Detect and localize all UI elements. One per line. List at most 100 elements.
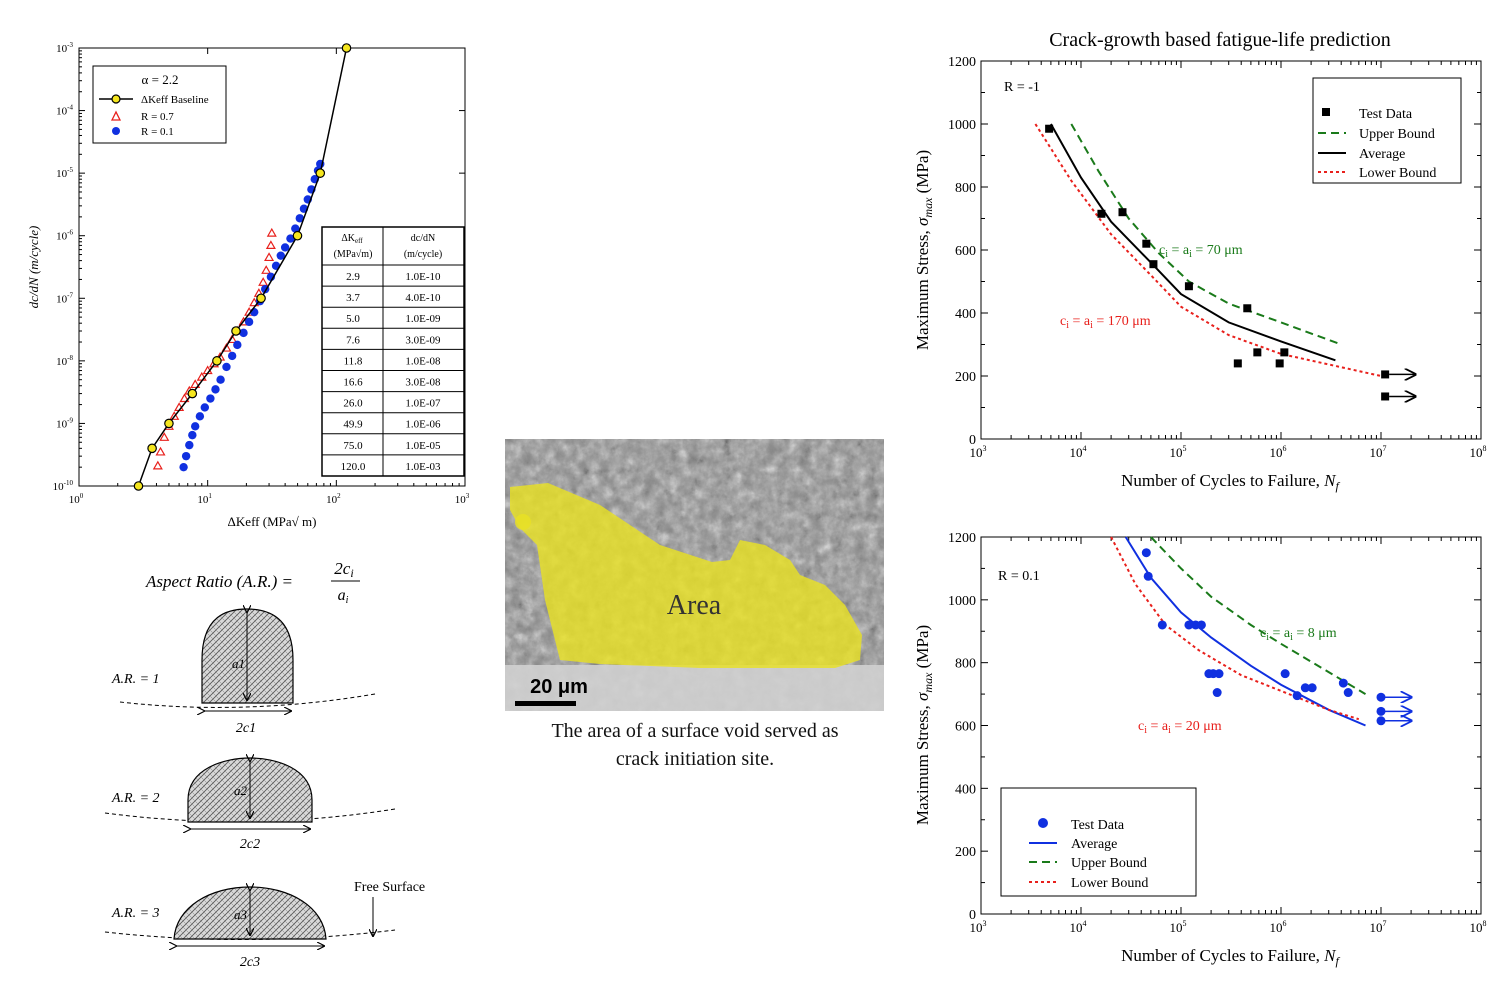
- cg-table-cell-dk: 75.0: [343, 440, 363, 452]
- sn2-xtick-label: 108: [1470, 919, 1487, 935]
- cg-r07-point: [265, 240, 276, 250]
- sn2-label-upper: ci = ai = 8 μm: [1260, 626, 1337, 643]
- cg-ytick-label: 10-6: [56, 229, 73, 243]
- ar1-width-label: 2c1: [236, 721, 256, 736]
- cg-xtick-label: 103: [455, 492, 470, 506]
- sn1-xtick-label: 106: [1270, 444, 1287, 460]
- ar-formula: Aspect Ratio (A.R.) =: [145, 572, 293, 591]
- sn1-test-point: [1253, 348, 1262, 357]
- crack-growth-chart: 100 101 102 103 10-10 10-9 10-8 10-7 10-6 10-5 10-…: [26, 41, 470, 529]
- cg-ytick-label: 10-8: [56, 354, 73, 368]
- cg-table-cell-dk: 26.0: [343, 398, 363, 410]
- sn1-test-point: [1142, 239, 1151, 248]
- cg-r01-point: [179, 462, 188, 472]
- cg-r01-point: [286, 234, 295, 243]
- sn2-annotation: R = 0.1: [998, 569, 1040, 584]
- sn1-test-point: [1233, 359, 1242, 368]
- cg-table-cell-dk: 11.8: [344, 355, 363, 367]
- cg-legend-baseline-label: ΔKeff Baseline: [141, 94, 209, 106]
- sn1-xlabel: Number of Cycles to Failure, Nf: [1121, 471, 1340, 493]
- cg-r01-point: [188, 430, 197, 440]
- sn2-test-point: [1376, 692, 1386, 702]
- sn2-test-point: [1141, 548, 1151, 558]
- ar2-surface: [104, 808, 396, 823]
- sn1-test-point: [1381, 392, 1390, 401]
- sn2-legend-test: Test Data: [1071, 818, 1125, 833]
- sn1-legend-test: Test Data: [1359, 107, 1413, 122]
- area-label: Area: [667, 590, 722, 621]
- sn1-axis-ticks: 103 104 105 106 107 108 0 200 400 600 800 1000 1200: [948, 55, 1487, 460]
- sn2-xtick-label: 106: [1270, 919, 1287, 935]
- sn2-test-point: [1212, 688, 1222, 698]
- cg-baseline-point: [292, 230, 303, 241]
- cg-r01-point: [181, 451, 191, 461]
- cg-r01-point: [200, 403, 210, 412]
- sn1-legend-test-marker: [1322, 108, 1330, 116]
- sn2-test-point: [1143, 571, 1153, 581]
- area-overlay: [510, 483, 862, 668]
- ar1-surface: [119, 693, 376, 708]
- cg-table-cell-rate: 3.0E-09: [405, 334, 441, 346]
- ar2-label: A.R. = 2: [111, 791, 160, 806]
- ar1-depth-label: a1: [232, 656, 245, 671]
- sn2-test-point: [1214, 669, 1224, 679]
- cg-table-cell-rate: 1.0E-06: [405, 419, 441, 431]
- sn1-test-point: [1184, 282, 1193, 291]
- cg-r01-point: [190, 422, 200, 431]
- sn1-xtick-label: 108: [1470, 444, 1487, 460]
- cg-r01-point: [244, 317, 254, 327]
- scale-bar: [515, 701, 576, 706]
- sn2-test-point: [1307, 683, 1317, 693]
- sn2-test-point: [1376, 716, 1386, 726]
- sn2-xtick-label: 105: [1170, 919, 1187, 935]
- cg-baseline-point: [231, 326, 241, 336]
- sn1-curve: [1070, 123, 1342, 346]
- sn1-legend-box: [1312, 77, 1462, 184]
- sn2-ytick-label: 1000: [948, 594, 976, 609]
- cg-r07-point: [152, 460, 163, 470]
- aspect-ratio-diagram: Aspect Ratio (A.R.) = 2ci ai A.R. = 1 a1…: [104, 559, 425, 970]
- cg-legend-r01-marker: [112, 127, 120, 135]
- sn1-curve: [1050, 123, 1336, 362]
- cg-r01-point: [222, 362, 231, 372]
- sn1-label-upper: ci = ai = 70 μm: [1159, 243, 1243, 260]
- sn1-ytick-label: 1000: [948, 118, 976, 133]
- sn2-ytick-label: 200: [955, 845, 976, 860]
- sn1-xtick-label: 105: [1170, 444, 1187, 460]
- area-overlay-nub: [515, 514, 531, 530]
- sn2-legend: Test Data Average Upper Bound Lower Boun…: [1000, 787, 1197, 897]
- sn2-legend-average: Average: [1071, 837, 1117, 852]
- sn2-label-lower: ci = ai = 20 μm: [1138, 719, 1222, 736]
- cg-xtick-label: 102: [326, 492, 341, 506]
- sn2-legend-upper: Upper Bound: [1071, 856, 1147, 871]
- sn2-series-layer: [1110, 536, 1411, 726]
- cg-table-cell-dk: 2.9: [346, 271, 360, 283]
- cg-table-cell-rate: 1.0E-10: [405, 271, 441, 283]
- cg-r01-point: [233, 340, 242, 350]
- cg-table-cell-rate: 1.0E-08: [405, 355, 441, 367]
- sn2-ylabel: Maximum Stress, σmax (MPa): [913, 625, 935, 825]
- sn2-test-point: [1300, 683, 1310, 693]
- cg-ytick-label: 10-5: [56, 166, 73, 180]
- cg-ytick-label: 10-7: [56, 291, 73, 305]
- sn2-test-point: [1292, 691, 1302, 701]
- fracture-micrograph: Area 20 μm: [505, 439, 884, 711]
- ar3-surface: [104, 929, 396, 941]
- cg-baseline-point: [315, 168, 326, 178]
- cg-xtick-label: 101: [197, 492, 212, 506]
- sn1-legend-lower: Lower Bound: [1359, 166, 1436, 181]
- cg-table-cell-dk: 5.0: [346, 313, 360, 325]
- sn1-test-point: [1243, 304, 1252, 313]
- ar-formula-den: ai: [338, 587, 349, 606]
- cg-baseline-line: [137, 47, 348, 487]
- sn1-label-lower: ci = ai = 170 μm: [1060, 314, 1151, 331]
- ar2-depth-label: a2: [234, 783, 248, 798]
- cg-table-cell-rate: 1.0E-03: [405, 461, 441, 473]
- sn2-xtick-label: 104: [1070, 919, 1087, 935]
- cg-table-cell-dk: 120.0: [341, 461, 366, 473]
- sn1-xtick-label: 107: [1370, 444, 1387, 460]
- sn1-title: Crack-growth based fatigue-life predicti…: [1049, 29, 1391, 51]
- cg-legend-r07-marker: [110, 110, 122, 121]
- cg-table-cell-dk: 16.6: [343, 377, 363, 389]
